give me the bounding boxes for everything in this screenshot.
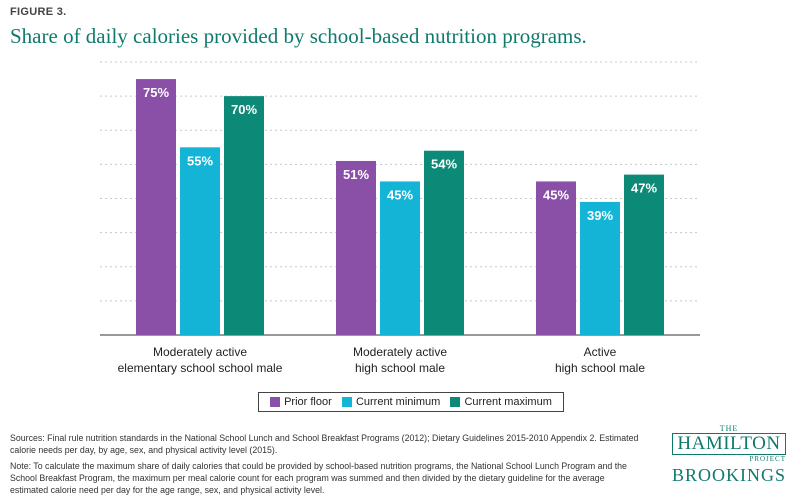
logo-the: THE [719, 424, 739, 433]
bar-prior-floor [536, 181, 576, 335]
legend-swatch-current-minimum [341, 397, 352, 407]
logo-brookings: BROOKINGS [671, 465, 786, 485]
bar-value-labels: 75% 55% 70% 51% 45% 54% 45% 39% 47% [143, 85, 657, 223]
bar-value-label: 47% [631, 181, 657, 196]
category-label: Active high school male [555, 345, 645, 375]
bar-value-label: 70% [231, 102, 257, 117]
legend-item-current-minimum: Current minimum [341, 396, 441, 408]
hamilton-brookings-logo: THE HAMILTON PROJECT BROOKINGS [668, 425, 790, 486]
legend: Prior floor Current minimum Current maxi… [258, 392, 564, 412]
legend-swatch-current-maximum [450, 397, 461, 407]
bar-prior-floor [336, 160, 376, 335]
legend-swatch-prior-floor [270, 397, 281, 407]
bar-chart: 75% 55% 70% 51% 45% 54% 45% 39% 47% Moderately a… [100, 61, 700, 375]
bars [136, 79, 664, 335]
bar-value-label: 51% [343, 167, 369, 182]
bar-current-minimum [580, 201, 620, 335]
category-labels: Moderately active elementary school schoo… [118, 345, 646, 375]
legend-label: Current minimum [355, 396, 441, 408]
category-label: Moderately active elementary school schoo… [118, 345, 283, 375]
legend-item-current-maximum: Current maximum [450, 396, 552, 408]
bar-current-maximum [424, 150, 464, 335]
bar-value-label: 39% [587, 208, 613, 223]
bar-current-minimum [180, 147, 220, 335]
note-text: Note: To calculate the maximum share of … [10, 461, 627, 495]
bar-value-label: 55% [187, 153, 213, 168]
legend-item-prior-floor: Prior floor [270, 396, 332, 408]
bar-prior-floor [136, 79, 176, 335]
bar-current-maximum [224, 96, 264, 335]
legend-label: Current maximum [464, 396, 552, 408]
legend-label: Prior floor [284, 396, 332, 408]
logo-hamilton: HAMILTON [672, 433, 786, 455]
bar-current-maximum [624, 174, 664, 335]
sources-text: Sources: Final rule nutrition standards … [10, 433, 639, 455]
figure-label: FIGURE 3. [10, 6, 67, 18]
chart-title: Share of daily calories provided by scho… [10, 24, 587, 48]
bar-current-minimum [380, 181, 420, 335]
bar-value-label: 45% [543, 187, 569, 202]
bar-value-label: 75% [143, 85, 169, 100]
bar-value-label: 54% [431, 157, 457, 172]
category-label: Moderately active high school male [353, 345, 447, 375]
bar-value-label: 45% [387, 187, 413, 202]
logo-project: PROJECT [749, 455, 786, 463]
